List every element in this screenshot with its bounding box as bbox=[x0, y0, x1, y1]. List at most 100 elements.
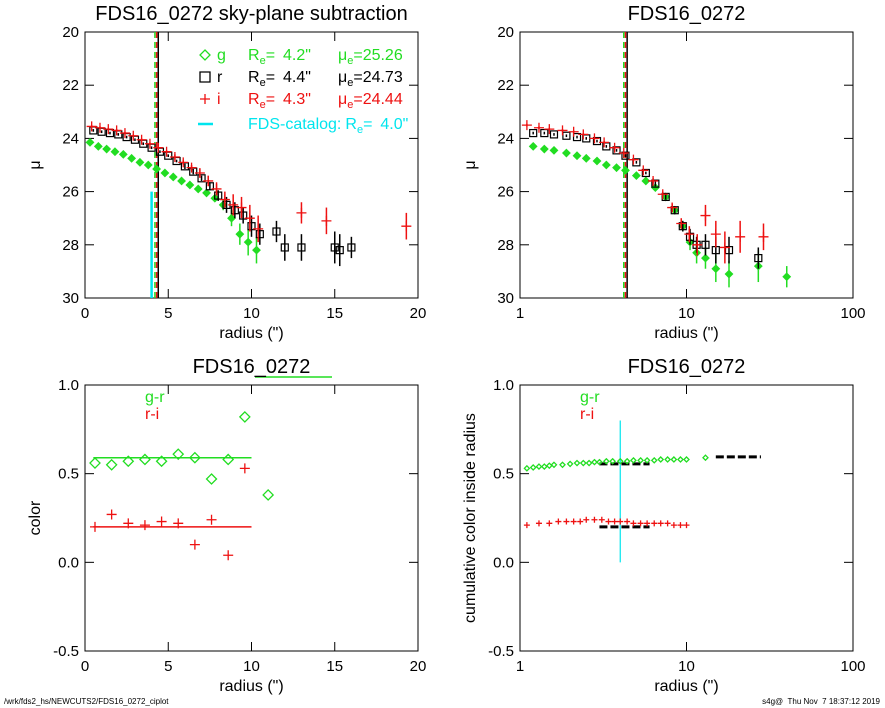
mu-symbol: μ bbox=[338, 91, 347, 108]
marker bbox=[702, 454, 709, 462]
marker bbox=[583, 516, 590, 523]
marker bbox=[592, 156, 602, 166]
chart-title: FDS16_0272 sky-plane subtraction bbox=[95, 3, 407, 25]
marker bbox=[533, 122, 544, 133]
legend-name: r bbox=[217, 69, 223, 86]
marker bbox=[563, 518, 570, 525]
marker bbox=[335, 246, 344, 255]
marker bbox=[609, 142, 620, 153]
marker bbox=[219, 194, 230, 205]
marker bbox=[678, 222, 687, 231]
marker bbox=[648, 175, 659, 186]
marker bbox=[677, 522, 684, 529]
marker bbox=[172, 448, 185, 461]
marker bbox=[637, 456, 645, 464]
marker bbox=[577, 518, 584, 525]
marker bbox=[549, 145, 559, 155]
marker bbox=[572, 132, 582, 142]
equals: = bbox=[266, 91, 275, 108]
legend-mue: μe=25.26 bbox=[338, 47, 403, 67]
x-axis-label: radius (") bbox=[219, 678, 283, 695]
marker bbox=[710, 229, 721, 240]
marker bbox=[252, 245, 261, 255]
legend-marker bbox=[200, 94, 210, 104]
x-tick-label: 0 bbox=[81, 305, 89, 322]
marker bbox=[205, 182, 214, 191]
marker bbox=[347, 243, 356, 252]
marker bbox=[557, 125, 568, 136]
equals: = bbox=[353, 91, 362, 108]
marker bbox=[602, 457, 610, 465]
marker bbox=[297, 243, 306, 252]
marker bbox=[621, 165, 630, 175]
subscript: e bbox=[347, 99, 353, 111]
marker bbox=[94, 122, 105, 133]
marker bbox=[735, 231, 746, 242]
x-tick-label: 20 bbox=[410, 658, 427, 675]
marker bbox=[330, 243, 339, 252]
y-tick-label: 24 bbox=[62, 130, 79, 147]
marker bbox=[612, 146, 621, 155]
x-tick-label: 15 bbox=[326, 305, 343, 322]
marker bbox=[621, 151, 630, 160]
x-tick-label: 100 bbox=[840, 658, 865, 675]
marker bbox=[178, 157, 189, 168]
y-tick-label: 30 bbox=[62, 290, 79, 307]
footer-right: s4g@ Thu Nov 7 18:37:12 2019 bbox=[762, 697, 880, 706]
marker bbox=[280, 243, 289, 252]
mu-symbol: μ bbox=[338, 69, 347, 86]
marker bbox=[592, 136, 602, 146]
footer-left: /wrk/fds2_hs/NEWCUTS2/FDS16_0272_ciplot bbox=[4, 697, 169, 706]
marker bbox=[118, 149, 128, 159]
marker bbox=[676, 218, 687, 229]
marker bbox=[177, 176, 186, 186]
subscript: e bbox=[260, 55, 266, 67]
mue-value: 25.26 bbox=[363, 47, 403, 64]
marker bbox=[623, 457, 631, 465]
marker bbox=[617, 518, 624, 525]
marker bbox=[296, 207, 307, 218]
re-value: 4.0" bbox=[380, 116, 408, 133]
marker bbox=[628, 154, 639, 165]
marker bbox=[782, 272, 792, 282]
y-tick-label: 0.0 bbox=[493, 554, 514, 571]
marker bbox=[719, 242, 730, 253]
legend-re: Re= 4.2" bbox=[248, 47, 311, 67]
marker bbox=[262, 489, 275, 501]
chart-title: FDS16_0272 bbox=[628, 3, 746, 25]
marker bbox=[630, 456, 637, 464]
y-tick-label: 0.5 bbox=[58, 466, 79, 483]
marker bbox=[664, 520, 671, 527]
marker bbox=[651, 179, 660, 188]
x-tick-label: 10 bbox=[678, 305, 695, 322]
marker bbox=[638, 165, 649, 176]
marker bbox=[239, 211, 248, 220]
equals: = bbox=[266, 69, 275, 86]
marker bbox=[106, 509, 117, 520]
marker bbox=[168, 172, 178, 182]
marker bbox=[85, 137, 95, 147]
legend-name: i bbox=[217, 91, 221, 108]
marker bbox=[598, 516, 605, 523]
marker bbox=[401, 221, 412, 232]
marker bbox=[644, 520, 651, 527]
marker bbox=[570, 518, 577, 525]
marker bbox=[591, 516, 598, 523]
subscript: e bbox=[347, 55, 353, 67]
y-tick-label: -0.5 bbox=[53, 643, 79, 660]
marker bbox=[102, 144, 112, 154]
marker bbox=[111, 125, 122, 136]
legend-entry: g-r bbox=[580, 389, 600, 406]
marker bbox=[243, 237, 253, 247]
mue-value: 24.73 bbox=[363, 69, 403, 86]
marker bbox=[253, 223, 264, 234]
marker bbox=[637, 520, 644, 527]
y-tick-label: 20 bbox=[62, 24, 79, 41]
marker bbox=[544, 124, 555, 135]
marker bbox=[197, 174, 206, 183]
equals: = bbox=[363, 116, 372, 133]
marker bbox=[550, 461, 558, 469]
